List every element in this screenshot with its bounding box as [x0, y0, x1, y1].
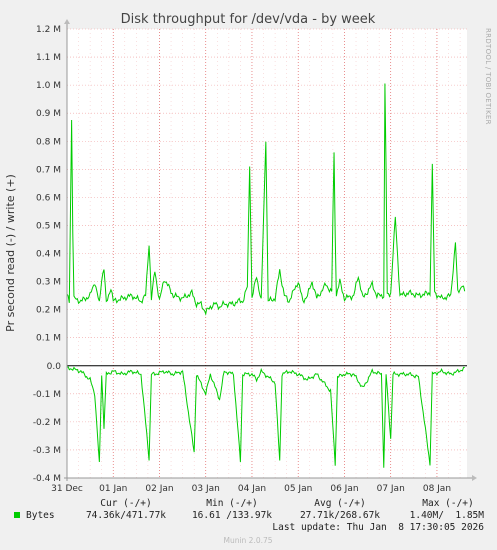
x-tick-label: 31 Dec: [51, 484, 83, 494]
y-tick-label: 1.2 M: [36, 25, 61, 35]
y-axis-arrow-icon: [64, 19, 70, 24]
legend-avg-value: 27.71k/268.67k: [300, 510, 380, 521]
y-tick-label: -0.2 M: [33, 418, 61, 428]
y-tick-label: 0.2 M: [36, 306, 61, 316]
y-tick-label: 0.5 M: [36, 221, 61, 231]
x-tick-label: 06 Jan: [330, 484, 358, 494]
y-tick-label: -0.1 M: [33, 390, 61, 400]
y-tick-label: 0.8 M: [36, 137, 61, 147]
series-line-bytes-read: [66, 366, 465, 468]
y-tick-label: 0.0: [47, 362, 62, 372]
y-tick-label: 0.4 M: [36, 250, 61, 260]
legend-table: Cur (-/+) Min (-/+) Avg (-/+) Max (-/+) …: [14, 498, 484, 533]
x-tick-labels: 31 Dec 01 Jan 02 Jan 03 Jan 04 Jan 05 Jan 06 J…: [51, 484, 451, 494]
legend-header-avg: Avg (-/+): [314, 498, 365, 509]
x-tick-label: 07 Jan: [377, 484, 405, 494]
y-tick-label: 0.7 M: [36, 165, 61, 175]
last-update-text: Last update: Thu Jan 8 17:30:05 2026: [272, 522, 484, 533]
x-tick-label: 03 Jan: [192, 484, 220, 494]
rrdtool-side-label: RRDTOOL / TOBI OETIKER: [484, 28, 492, 125]
grid-lines: [66, 28, 467, 479]
x-tick-label: 05 Jan: [284, 484, 312, 494]
legend-series-name: Bytes: [26, 510, 55, 521]
series-lines: [66, 83, 466, 468]
y-tick-label: 0.1 M: [36, 334, 61, 344]
y-tick-label: 0.9 M: [36, 109, 61, 119]
legend-cur-value: 74.36k/471.77k: [86, 510, 166, 521]
x-axis-arrow-icon: [472, 475, 477, 481]
legend-max-value: 1.40M/ 1.85M: [410, 510, 485, 521]
x-tick-label: 08 Jan: [423, 484, 451, 494]
x-tick-label: 01 Jan: [99, 484, 127, 494]
y-tick-label: 0.3 M: [36, 278, 61, 288]
x-tick-label: 04 Jan: [238, 484, 266, 494]
y-tick-labels: 1.2 M 1.1 M 1.0 M 0.9 M 0.8 M 0.7 M 0.6 M 0.5 M…: [33, 25, 61, 484]
legend-header-max: Max (-/+): [422, 498, 473, 509]
y-tick-label: 1.0 M: [36, 81, 61, 91]
legend-min-value: 16.61 /133.97k: [192, 510, 272, 521]
munin-version-footer: Munin 2.0.75: [223, 536, 272, 545]
y-axis-label: Pr second read (-) / write (+): [4, 174, 17, 332]
y-tick-label: -0.3 M: [33, 446, 61, 456]
y-tick-label: -0.4 M: [33, 474, 61, 484]
x-tick-label: 02 Jan: [145, 484, 173, 494]
chart-title: Disk throughput for /dev/vda - by week: [121, 12, 376, 27]
legend-header-min: Min (-/+): [206, 498, 257, 509]
y-tick-label: 0.6 M: [36, 193, 61, 203]
y-tick-label: 1.1 M: [36, 53, 61, 63]
series-line-bytes-write: [66, 83, 466, 316]
legend-header-cur: Cur (-/+): [100, 498, 151, 509]
legend-swatch-bytes: [14, 512, 20, 518]
